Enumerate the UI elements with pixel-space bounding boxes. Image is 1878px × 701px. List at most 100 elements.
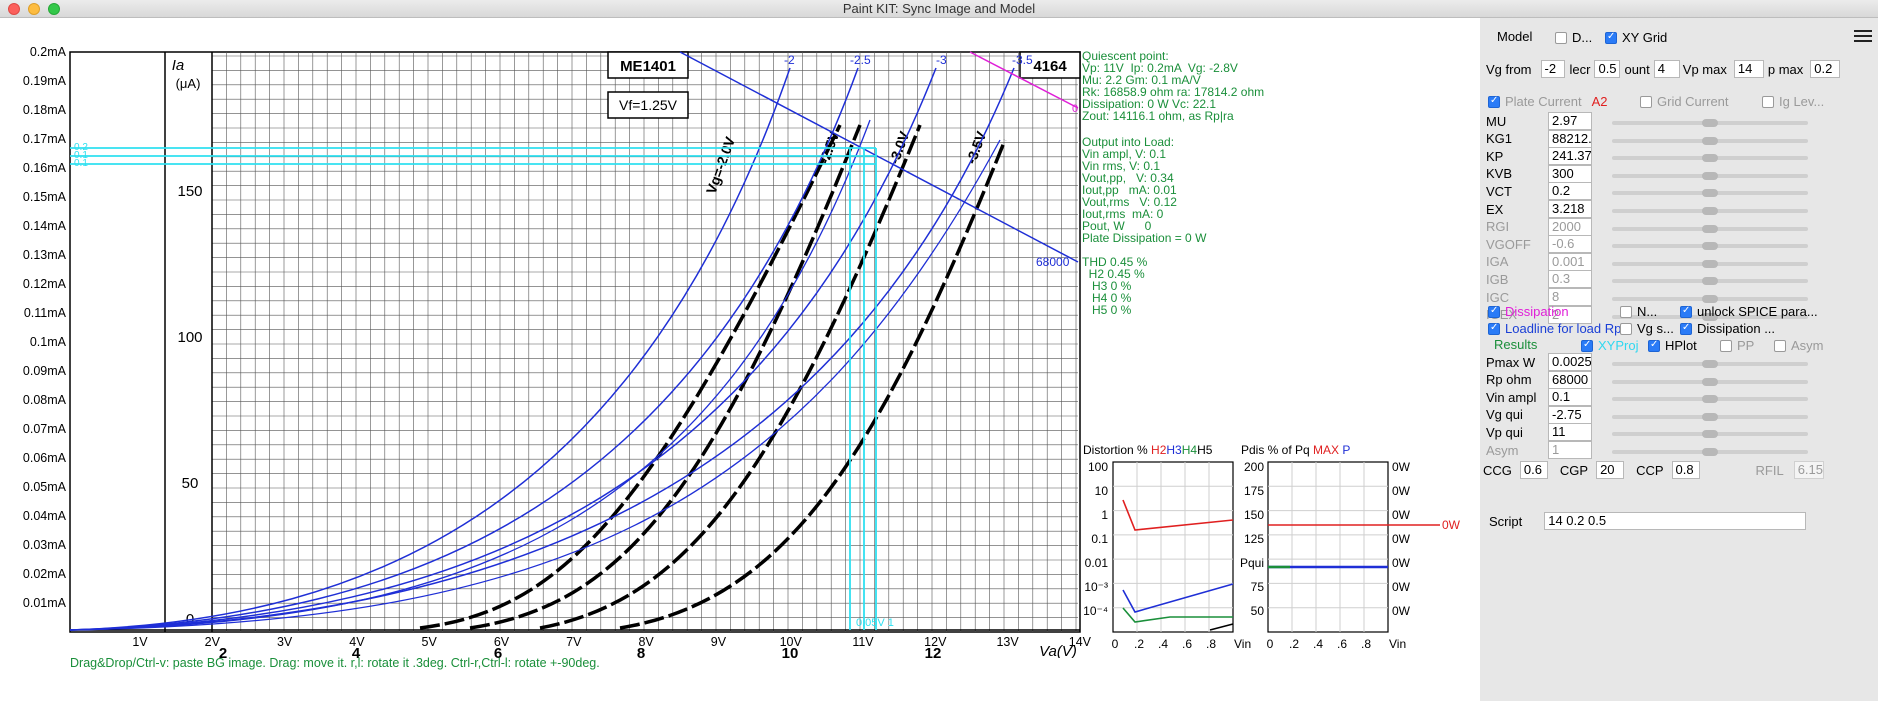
- d-label: D...: [1572, 30, 1593, 45]
- param-row: RGI 2000: [1486, 217, 1592, 236]
- ccg-input[interactable]: 0.6: [1519, 461, 1548, 479]
- h4-line: [1122, 607, 1233, 623]
- loadline-checkbox[interactable]: [1488, 322, 1500, 335]
- sheet-curve: [539, 124, 922, 630]
- param-input[interactable]: 8: [1548, 288, 1592, 306]
- param-input[interactable]: 3.218: [1548, 200, 1592, 218]
- param-input[interactable]: 0.0025: [1548, 353, 1592, 371]
- param-input[interactable]: -2.75: [1548, 405, 1592, 424]
- param-input[interactable]: 0.2: [1548, 182, 1592, 201]
- param-slider-knob[interactable]: [1702, 312, 1718, 321]
- param-slider[interactable]: [1612, 395, 1808, 404]
- distortion-title: Distortion % H2H3H4H5: [1083, 443, 1213, 457]
- param-slider-knob[interactable]: [1702, 448, 1718, 456]
- param-slider-knob[interactable]: [1702, 242, 1718, 251]
- param-slider[interactable]: [1612, 448, 1808, 456]
- param-slider[interactable]: [1612, 377, 1808, 386]
- asym-checkbox[interactable]: [1774, 339, 1786, 352]
- dissipation-label: Dissipation: [1505, 304, 1569, 319]
- sheet-tube-box: [1019, 51, 1081, 79]
- menu-icon[interactable]: [1854, 30, 1872, 44]
- param-input[interactable]: 1: [1548, 441, 1592, 459]
- cgp-input[interactable]: 20: [1596, 461, 1625, 479]
- param-input[interactable]: 0.3: [1548, 270, 1592, 289]
- pdis-x-unit: Vin: [1389, 637, 1406, 651]
- param-input[interactable]: 11: [1548, 423, 1592, 442]
- pdis-right-label: 0W: [1392, 604, 1411, 618]
- param-label: VCT: [1486, 183, 1512, 199]
- grid-current-checkbox[interactable]: [1640, 95, 1652, 108]
- dissipation2-label: Dissipation ...: [1697, 321, 1776, 336]
- plate-current-checkbox[interactable]: [1488, 95, 1500, 108]
- param-slider[interactable]: [1612, 412, 1808, 421]
- param-slider-knob[interactable]: [1702, 207, 1718, 215]
- dissipation-checkbox[interactable]: [1488, 305, 1500, 318]
- hplot-checkbox[interactable]: [1648, 339, 1660, 352]
- param-slider[interactable]: [1612, 259, 1808, 268]
- param-input[interactable]: 300: [1548, 164, 1592, 183]
- param-slider-knob[interactable]: [1702, 259, 1718, 268]
- param-slider[interactable]: [1612, 207, 1808, 215]
- param-slider-knob[interactable]: [1702, 277, 1718, 286]
- script-input[interactable]: 14 0.2 0.5: [1544, 512, 1807, 530]
- param-slider-knob[interactable]: [1702, 430, 1718, 439]
- rfil-input[interactable]: 6.15: [1793, 461, 1824, 479]
- param-slider-knob[interactable]: [1702, 136, 1718, 145]
- param-slider-knob[interactable]: [1702, 395, 1718, 404]
- vg-from-input[interactable]: -2: [1540, 60, 1565, 78]
- ccp-input[interactable]: 0.8: [1671, 461, 1700, 479]
- sheet-tube: 4164: [1033, 58, 1067, 75]
- ig-lev-checkbox[interactable]: [1762, 95, 1774, 108]
- param-slider-knob[interactable]: [1702, 295, 1718, 303]
- param-slider[interactable]: [1612, 242, 1808, 251]
- param-slider-knob[interactable]: [1702, 360, 1718, 368]
- param-slider-knob[interactable]: [1702, 224, 1718, 233]
- param-slider[interactable]: [1612, 430, 1808, 439]
- dissipation2-checkbox[interactable]: [1680, 322, 1692, 335]
- param-input[interactable]: 0.001: [1548, 252, 1592, 271]
- n-checkbox[interactable]: [1620, 305, 1632, 318]
- ip-max-input[interactable]: 0.2: [1810, 60, 1841, 78]
- param-slider-knob[interactable]: [1702, 171, 1718, 180]
- decr-input[interactable]: 0.5: [1594, 60, 1621, 78]
- close-window-button[interactable]: [8, 3, 20, 15]
- unlock-spice-checkbox[interactable]: [1680, 305, 1692, 318]
- param-slider[interactable]: [1612, 171, 1808, 180]
- param-slider[interactable]: [1612, 312, 1808, 321]
- param-slider[interactable]: [1612, 189, 1808, 198]
- param-slider-knob[interactable]: [1702, 377, 1718, 386]
- param-input[interactable]: 68000: [1548, 370, 1592, 389]
- param-input[interactable]: 0.1: [1548, 388, 1592, 407]
- vg-s-checkbox[interactable]: [1620, 322, 1632, 335]
- param-input[interactable]: 88212.4: [1548, 129, 1592, 148]
- model-curve: [69, 67, 859, 631]
- param-input[interactable]: 2000: [1548, 217, 1592, 236]
- param-slider-knob[interactable]: [1702, 154, 1718, 163]
- param-input[interactable]: -0.6: [1548, 235, 1592, 254]
- d-checkbox[interactable]: [1555, 31, 1567, 44]
- param-slider[interactable]: [1612, 136, 1808, 145]
- param-row: Vg qui -2.75: [1486, 405, 1592, 424]
- mini-plot-frame: [1112, 461, 1234, 633]
- param-slider-knob[interactable]: [1702, 189, 1718, 198]
- xy-grid-checkbox[interactable]: [1605, 31, 1617, 44]
- pp-checkbox[interactable]: [1720, 339, 1732, 352]
- param-slider-knob[interactable]: [1702, 119, 1718, 127]
- param-slider[interactable]: [1612, 224, 1808, 233]
- param-slider-knob[interactable]: [1702, 412, 1718, 421]
- param-slider[interactable]: [1612, 360, 1808, 368]
- count-input[interactable]: 4: [1653, 60, 1680, 78]
- param-input[interactable]: 2.97: [1548, 112, 1592, 130]
- param-slider[interactable]: [1612, 295, 1808, 303]
- param-slider[interactable]: [1612, 154, 1808, 163]
- xyproj-checkbox[interactable]: [1581, 339, 1593, 352]
- vp-max-input[interactable]: 14: [1733, 60, 1764, 78]
- minimize-window-button[interactable]: [28, 3, 40, 15]
- param-input[interactable]: 241.37: [1548, 147, 1592, 166]
- param-input[interactable]: 2: [1548, 305, 1592, 324]
- param-slider[interactable]: [1612, 277, 1808, 286]
- maximize-window-button[interactable]: [48, 3, 60, 15]
- param-slider[interactable]: [1612, 119, 1808, 127]
- model-curve-label: -3.5: [1012, 53, 1033, 67]
